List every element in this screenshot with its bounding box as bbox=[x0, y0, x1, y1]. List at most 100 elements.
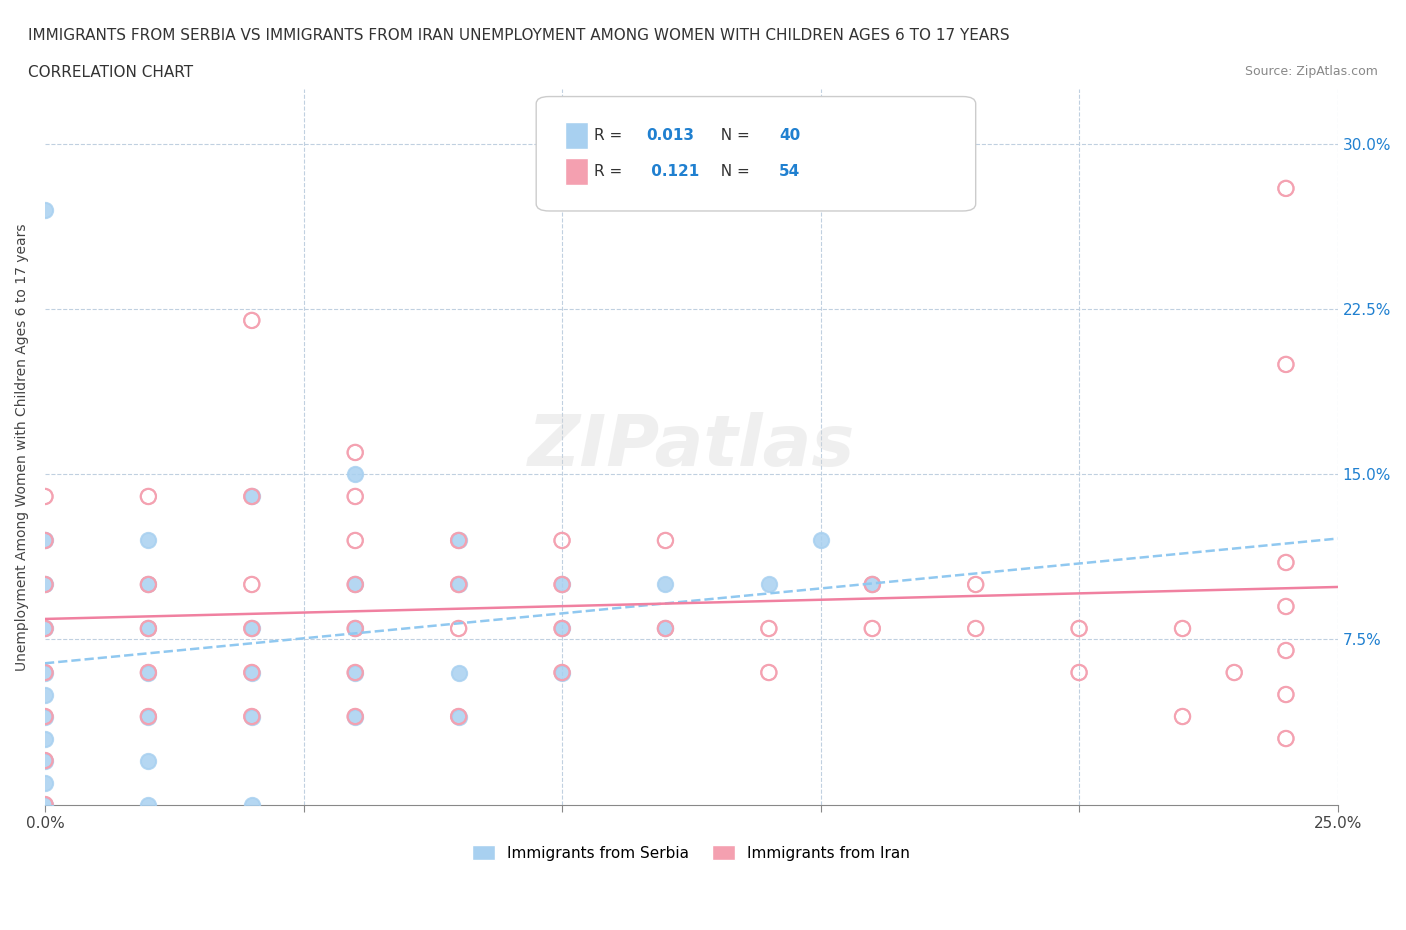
Point bbox=[138, 797, 160, 812]
Point bbox=[1275, 599, 1298, 614]
Point bbox=[447, 709, 470, 724]
Point bbox=[447, 577, 470, 591]
Point bbox=[758, 665, 780, 680]
Point bbox=[344, 621, 367, 636]
Point bbox=[138, 577, 160, 591]
Point bbox=[551, 577, 574, 591]
Point bbox=[138, 577, 160, 591]
Point bbox=[654, 621, 676, 636]
Point bbox=[34, 489, 56, 504]
Text: 0.121: 0.121 bbox=[647, 164, 699, 179]
Point bbox=[344, 665, 367, 680]
Text: IMMIGRANTS FROM SERBIA VS IMMIGRANTS FROM IRAN UNEMPLOYMENT AMONG WOMEN WITH CHI: IMMIGRANTS FROM SERBIA VS IMMIGRANTS FRO… bbox=[28, 28, 1010, 43]
Point bbox=[860, 577, 883, 591]
Point bbox=[344, 489, 367, 504]
Point bbox=[138, 709, 160, 724]
Point bbox=[34, 489, 56, 504]
Point bbox=[34, 797, 56, 812]
Point bbox=[551, 665, 574, 680]
Point bbox=[551, 665, 574, 680]
Point bbox=[1275, 643, 1298, 658]
Point bbox=[34, 709, 56, 724]
Text: N =: N = bbox=[710, 128, 755, 143]
Text: ZIPatlas: ZIPatlas bbox=[527, 413, 855, 482]
Text: N =: N = bbox=[710, 164, 755, 179]
Point bbox=[240, 489, 263, 504]
Point bbox=[344, 621, 367, 636]
Point bbox=[965, 621, 987, 636]
Bar bbox=[565, 158, 588, 185]
Point bbox=[860, 577, 883, 591]
Point bbox=[240, 313, 263, 328]
Text: CORRELATION CHART: CORRELATION CHART bbox=[28, 65, 193, 80]
Point bbox=[551, 665, 574, 680]
Point bbox=[551, 533, 574, 548]
Point bbox=[240, 621, 263, 636]
Point bbox=[1069, 621, 1091, 636]
Point bbox=[240, 709, 263, 724]
Point bbox=[240, 709, 263, 724]
Point bbox=[758, 621, 780, 636]
Point bbox=[1223, 665, 1246, 680]
Point bbox=[965, 621, 987, 636]
Text: Source: ZipAtlas.com: Source: ZipAtlas.com bbox=[1244, 65, 1378, 78]
Point bbox=[551, 533, 574, 548]
Point bbox=[551, 577, 574, 591]
Point bbox=[344, 621, 367, 636]
Point bbox=[138, 533, 160, 548]
Point bbox=[1275, 357, 1298, 372]
Point bbox=[551, 621, 574, 636]
Point bbox=[240, 665, 263, 680]
Point bbox=[34, 753, 56, 768]
Point bbox=[138, 753, 160, 768]
Point bbox=[240, 489, 263, 504]
Point bbox=[138, 621, 160, 636]
Point bbox=[34, 203, 56, 218]
Point bbox=[1275, 555, 1298, 570]
Point bbox=[34, 577, 56, 591]
Point bbox=[447, 533, 470, 548]
Point bbox=[551, 577, 574, 591]
Point bbox=[240, 797, 263, 812]
Point bbox=[138, 665, 160, 680]
Point bbox=[34, 731, 56, 746]
Point bbox=[344, 445, 367, 460]
Point bbox=[447, 709, 470, 724]
Point bbox=[34, 533, 56, 548]
Point bbox=[1275, 599, 1298, 614]
Point bbox=[34, 753, 56, 768]
Point bbox=[344, 665, 367, 680]
Y-axis label: Unemployment Among Women with Children Ages 6 to 17 years: Unemployment Among Women with Children A… bbox=[15, 223, 30, 671]
Text: R =: R = bbox=[595, 128, 627, 143]
Point bbox=[240, 577, 263, 591]
Point bbox=[1275, 181, 1298, 196]
Text: R =: R = bbox=[595, 164, 627, 179]
Point bbox=[1171, 709, 1194, 724]
Point bbox=[34, 577, 56, 591]
Point bbox=[34, 665, 56, 680]
Point bbox=[34, 687, 56, 702]
Point bbox=[344, 467, 367, 482]
Point bbox=[240, 665, 263, 680]
Point bbox=[654, 533, 676, 548]
Point bbox=[1275, 555, 1298, 570]
Point bbox=[138, 577, 160, 591]
Point bbox=[1069, 665, 1091, 680]
Point bbox=[447, 533, 470, 548]
Point bbox=[344, 489, 367, 504]
Point bbox=[34, 533, 56, 548]
Point bbox=[34, 665, 56, 680]
Point bbox=[34, 775, 56, 790]
Point bbox=[240, 665, 263, 680]
Point bbox=[344, 577, 367, 591]
Point bbox=[240, 489, 263, 504]
Point bbox=[344, 577, 367, 591]
Point bbox=[965, 577, 987, 591]
Point bbox=[1275, 181, 1298, 196]
Point bbox=[1069, 621, 1091, 636]
Point bbox=[1275, 731, 1298, 746]
Point bbox=[344, 445, 367, 460]
Point bbox=[34, 621, 56, 636]
Point bbox=[34, 621, 56, 636]
Point bbox=[34, 797, 56, 812]
